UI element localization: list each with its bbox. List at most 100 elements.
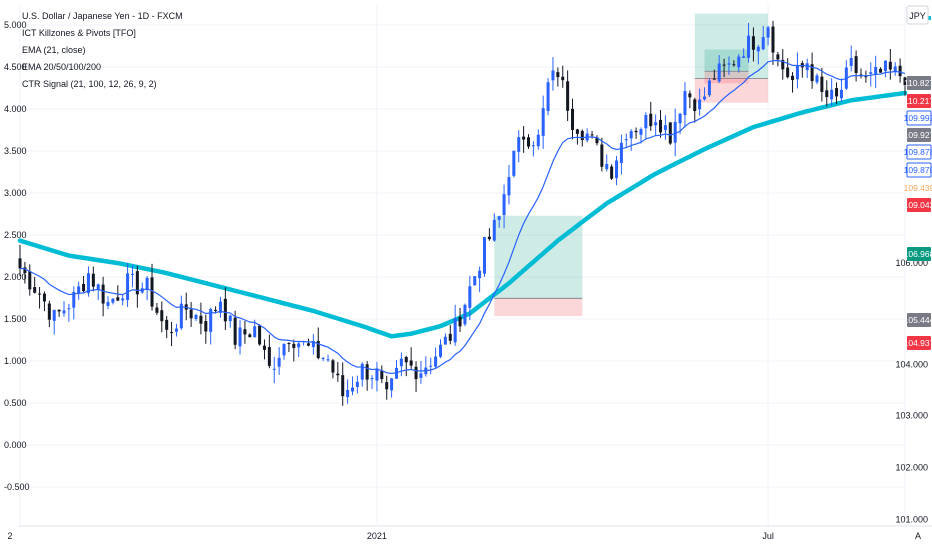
candle[interactable] [556, 67, 560, 87]
candle[interactable] [228, 314, 232, 328]
candle[interactable] [795, 52, 799, 89]
candle[interactable] [492, 213, 496, 242]
candle[interactable] [571, 98, 575, 140]
candle[interactable] [380, 365, 384, 384]
candle[interactable] [732, 60, 736, 67]
candle[interactable] [800, 60, 804, 78]
candle[interactable] [199, 302, 203, 335]
candle[interactable] [404, 355, 408, 377]
candle[interactable] [644, 112, 648, 140]
candle[interactable] [189, 302, 193, 327]
candle[interactable] [536, 129, 540, 150]
position-box[interactable] [704, 49, 749, 84]
candle[interactable] [277, 347, 281, 375]
candle[interactable] [502, 184, 506, 229]
candle[interactable] [86, 266, 90, 297]
candle[interactable] [517, 130, 521, 163]
candle[interactable] [248, 333, 252, 338]
candle[interactable] [854, 50, 858, 82]
candle[interactable] [140, 282, 144, 294]
candle[interactable] [507, 164, 511, 205]
candle[interactable] [155, 302, 159, 316]
candle[interactable] [448, 325, 452, 345]
candle[interactable] [385, 375, 389, 400]
candle[interactable] [864, 70, 868, 83]
candle[interactable] [600, 137, 604, 172]
candle[interactable] [62, 301, 66, 317]
candle[interactable] [717, 55, 721, 83]
candle[interactable] [482, 236, 487, 277]
candle[interactable] [419, 361, 423, 384]
candle[interactable] [761, 25, 765, 51]
candle[interactable] [766, 25, 770, 46]
candle[interactable] [659, 110, 663, 138]
candle[interactable] [527, 134, 531, 149]
candle[interactable] [326, 354, 330, 362]
candle[interactable] [292, 339, 296, 362]
candle[interactable] [722, 58, 726, 78]
candle[interactable] [825, 80, 829, 107]
candle[interactable] [605, 154, 609, 172]
candle[interactable] [135, 265, 139, 308]
candle[interactable] [888, 48, 892, 80]
candle[interactable] [18, 244, 22, 277]
candle[interactable] [830, 78, 834, 107]
candle[interactable] [839, 78, 843, 103]
candle[interactable] [174, 323, 178, 337]
candle[interactable] [561, 65, 565, 88]
candle[interactable] [458, 307, 462, 333]
candle[interactable] [478, 266, 482, 293]
candle[interactable] [727, 56, 731, 75]
candle[interactable] [703, 87, 707, 101]
candle[interactable] [654, 114, 658, 136]
candle[interactable] [57, 309, 61, 317]
candle[interactable] [272, 356, 276, 384]
candle[interactable] [879, 67, 883, 73]
candle[interactable] [429, 357, 433, 375]
candle[interactable] [331, 358, 335, 379]
candle[interactable] [223, 287, 227, 331]
candle[interactable] [184, 292, 188, 321]
candle[interactable] [624, 133, 628, 148]
candle[interactable] [463, 303, 467, 327]
candle[interactable] [33, 276, 37, 294]
candle[interactable] [258, 324, 262, 346]
candle[interactable] [321, 356, 325, 362]
candle[interactable] [77, 281, 81, 300]
candle[interactable] [67, 303, 71, 322]
candle[interactable] [756, 44, 760, 65]
candle[interactable] [116, 285, 120, 302]
candle[interactable] [693, 97, 697, 123]
candle[interactable] [350, 376, 354, 396]
candle[interactable] [820, 67, 824, 102]
candle[interactable] [859, 68, 863, 79]
candle[interactable] [737, 54, 741, 73]
candle[interactable] [438, 339, 443, 359]
candle[interactable] [72, 286, 76, 320]
candle[interactable] [336, 361, 340, 382]
candle[interactable] [47, 300, 51, 328]
currency-badge[interactable]: JPY [906, 5, 929, 25]
candle[interactable] [629, 129, 633, 151]
candle[interactable] [649, 101, 653, 131]
candle[interactable] [468, 275, 472, 321]
candle[interactable] [776, 51, 780, 67]
candle[interactable] [82, 275, 86, 293]
candle[interactable] [473, 276, 477, 286]
candle[interactable] [610, 164, 614, 181]
indicator-ema-multi[interactable]: EMA 20/50/100/200 [22, 62, 101, 72]
candle[interactable] [179, 295, 183, 330]
candle[interactable] [742, 48, 746, 58]
candle[interactable] [341, 362, 345, 406]
candle[interactable] [28, 264, 32, 296]
candle[interactable] [443, 333, 447, 345]
candle[interactable] [91, 266, 95, 292]
candle[interactable] [414, 361, 418, 393]
candle[interactable] [585, 128, 589, 143]
position-box[interactable] [694, 13, 769, 103]
candle[interactable] [883, 60, 887, 78]
candle[interactable] [42, 291, 46, 312]
candle[interactable] [869, 62, 873, 87]
candle[interactable] [52, 309, 56, 335]
candle[interactable] [150, 263, 154, 311]
